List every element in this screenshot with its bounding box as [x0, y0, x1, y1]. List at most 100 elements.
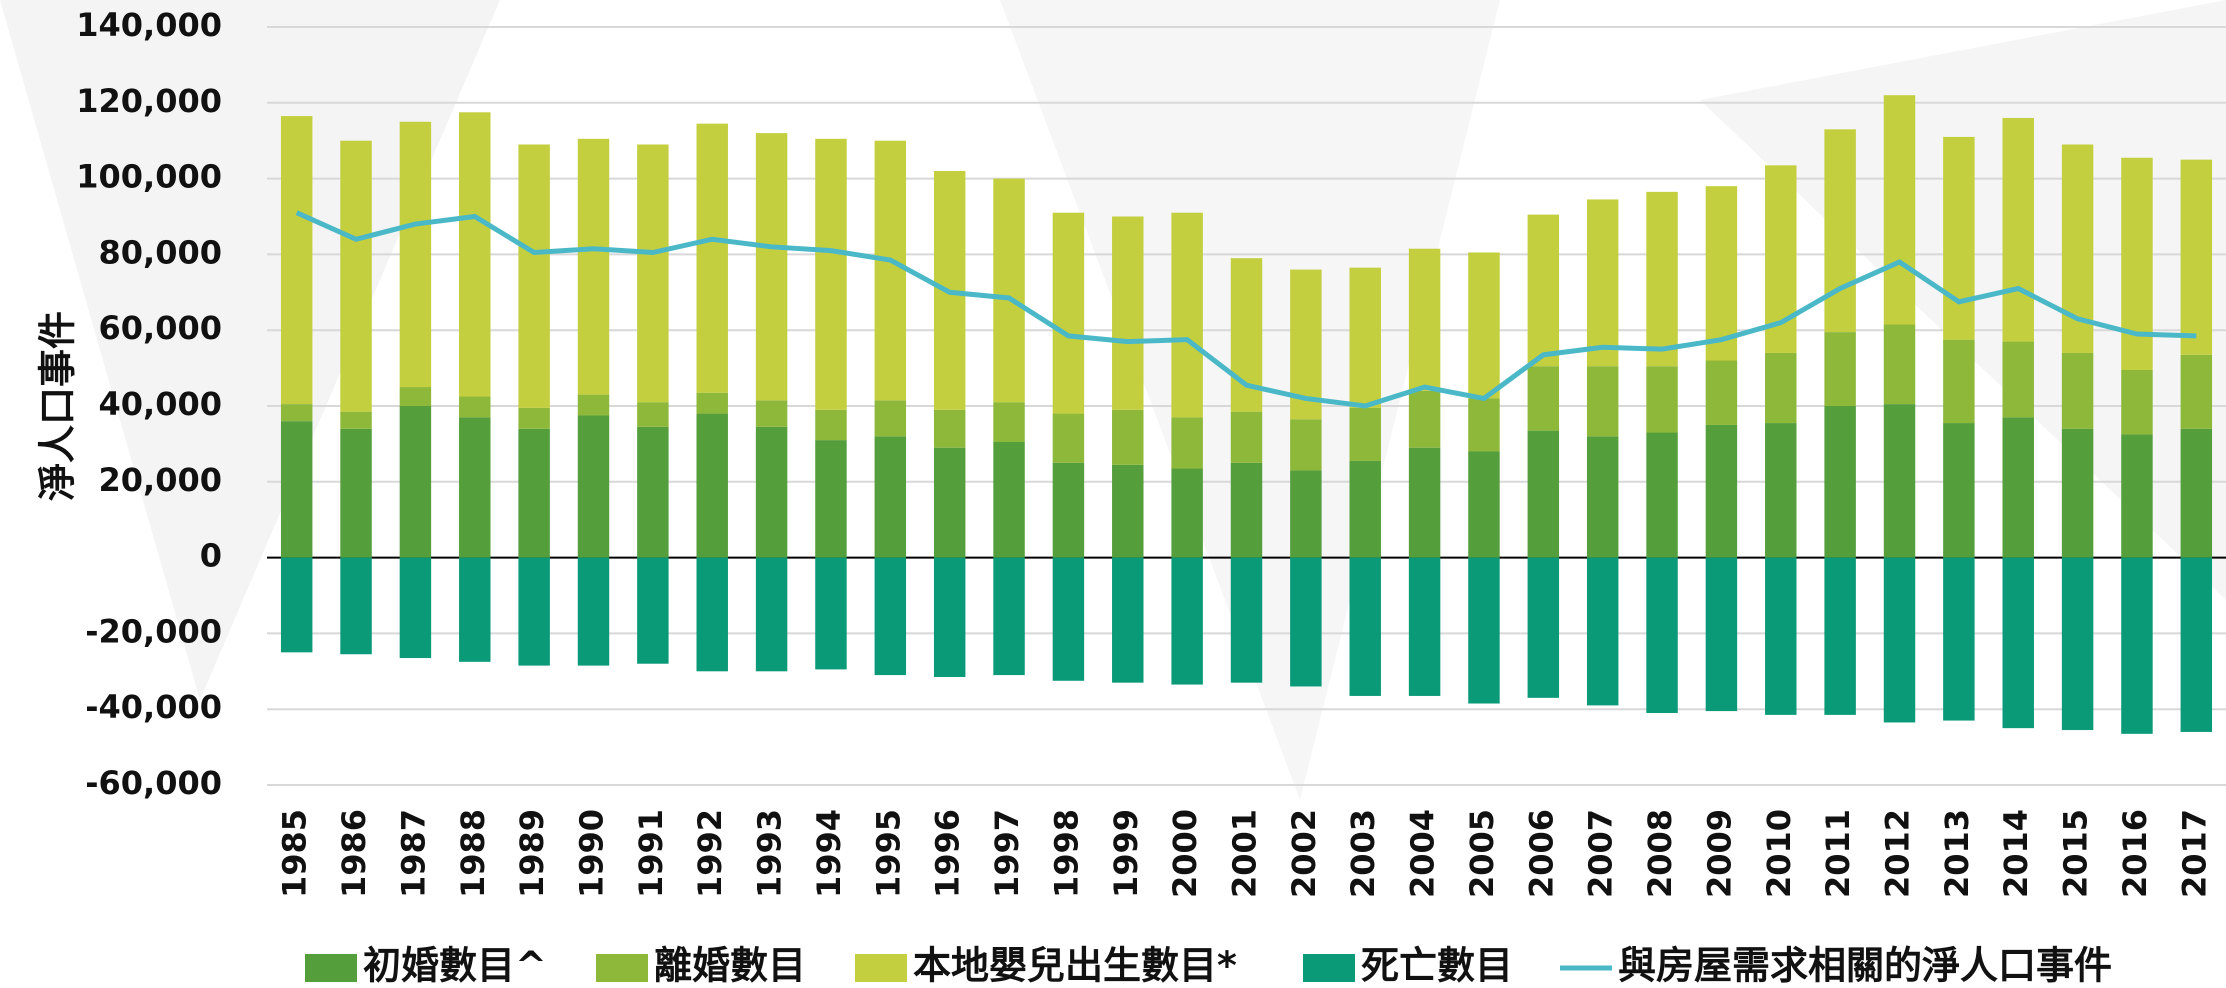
y-tick-label: -40,000	[85, 688, 222, 726]
bar-segment	[755, 133, 788, 401]
bar-segment	[1646, 432, 1678, 558]
bar-segment	[1171, 212, 1203, 418]
bar-segment	[1290, 470, 1322, 558]
bar-segment	[1943, 339, 1975, 424]
line	[295, 210, 2197, 409]
bar-segment	[993, 402, 1025, 443]
y-tick-label: 80,000	[99, 233, 222, 271]
y-tick-label: -60,000	[85, 764, 222, 802]
bar-segment	[1824, 406, 1856, 558]
bar-segment	[696, 123, 728, 393]
bar-segment	[1943, 423, 1975, 558]
bar-segment	[2121, 369, 2153, 435]
bar-segment	[1765, 557, 1797, 715]
bar-segment	[933, 409, 966, 448]
bar-segment	[1943, 136, 1975, 340]
x-tick-label: 2006	[1522, 809, 1560, 898]
bar-segment	[577, 138, 610, 395]
x-tick-label: 2003	[1344, 809, 1382, 898]
bar-segment	[637, 144, 669, 403]
x-tick-label: 2008	[1641, 809, 1679, 898]
bar-segment	[577, 557, 610, 666]
x-tick-label: 1992	[691, 809, 729, 898]
x-tick-label: 2007	[1582, 809, 1620, 898]
bar-segment	[1052, 212, 1085, 414]
legend-label: 本地嬰兒出生數目*	[913, 944, 1237, 988]
bar-segment	[1705, 557, 1738, 712]
bar-segment	[1586, 436, 1619, 558]
x-tick-label: 1998	[1047, 809, 1085, 898]
bar-segment	[815, 409, 847, 441]
bar-segment	[1230, 411, 1263, 463]
bar-segment	[280, 421, 313, 558]
bar-segment	[1883, 557, 1916, 723]
bar-segment	[399, 121, 432, 388]
x-tick-label: 2016	[2116, 809, 2154, 898]
bar-segment	[1408, 248, 1441, 391]
bar-segment	[459, 396, 491, 418]
bar-segment	[2002, 557, 2034, 729]
bar-segment	[1171, 468, 1203, 558]
bar-segment	[1586, 557, 1619, 706]
x-tick-label: 2000	[1166, 809, 1204, 898]
bar-segment	[280, 116, 313, 405]
y-tick-label: 0	[200, 537, 222, 575]
bar-segment	[1290, 419, 1322, 471]
bar-segment	[340, 428, 372, 558]
x-tick-label: 2013	[1938, 809, 1976, 898]
bar-segment	[1468, 451, 1500, 558]
x-tick-label: 2002	[1285, 809, 1323, 898]
legend-swatch	[1303, 954, 1355, 982]
bar-segment	[874, 400, 907, 437]
bar-segment	[755, 557, 788, 672]
x-tick-label: 1996	[929, 809, 967, 898]
bar-segment	[280, 404, 313, 422]
bar-segment	[637, 557, 669, 664]
x-tick-label: 1987	[394, 809, 432, 898]
bar-segment	[459, 112, 491, 397]
bar-segment	[1052, 557, 1085, 681]
bar-segment	[577, 394, 610, 416]
bar-segment	[1052, 413, 1085, 463]
bar-segment	[2180, 428, 2213, 558]
bar-segment	[1408, 390, 1441, 448]
bar-segment	[340, 557, 372, 655]
bar-segment	[637, 402, 669, 427]
bar-segment	[2061, 557, 2094, 731]
bar-segment	[1527, 214, 1560, 367]
bar-segment	[1765, 423, 1797, 558]
legend-swatch	[596, 954, 648, 982]
bar-segment	[993, 442, 1025, 558]
x-tick-label: 1988	[454, 809, 492, 898]
legend-swatch	[855, 954, 907, 982]
x-tick-label: 2015	[2057, 809, 2095, 898]
x-tick-label: 1991	[632, 809, 670, 898]
x-tick-label: 1995	[869, 809, 907, 898]
x-tick-label: 2010	[1760, 809, 1798, 898]
x-tick-label: 1999	[1107, 809, 1145, 898]
bar-segment	[1408, 447, 1441, 558]
bar-segment	[874, 557, 907, 676]
bar-segment	[1943, 557, 1975, 721]
bar-segment	[815, 557, 847, 670]
bar-segment	[2002, 417, 2034, 558]
bar-segment	[755, 426, 788, 558]
bar-segment	[1765, 352, 1797, 424]
bar-segment	[459, 557, 491, 662]
y-tick-label: 40,000	[99, 385, 222, 423]
y-tick-label: 100,000	[76, 158, 222, 196]
bar-segment	[399, 406, 432, 558]
bar-segment	[2121, 434, 2153, 558]
bar-segment	[399, 387, 432, 406]
bar-segment	[340, 411, 372, 429]
bar-segment	[1112, 464, 1144, 558]
y-tick-label: -20,000	[85, 612, 222, 650]
bar-segment	[874, 436, 907, 558]
bar-segment	[2121, 157, 2153, 370]
x-tick-label: 1990	[573, 809, 611, 898]
bar-segment	[1171, 417, 1203, 469]
bar-segment	[518, 428, 550, 558]
bar-segment	[696, 557, 728, 672]
bar-segment	[637, 426, 669, 558]
bar-segment	[874, 140, 907, 401]
